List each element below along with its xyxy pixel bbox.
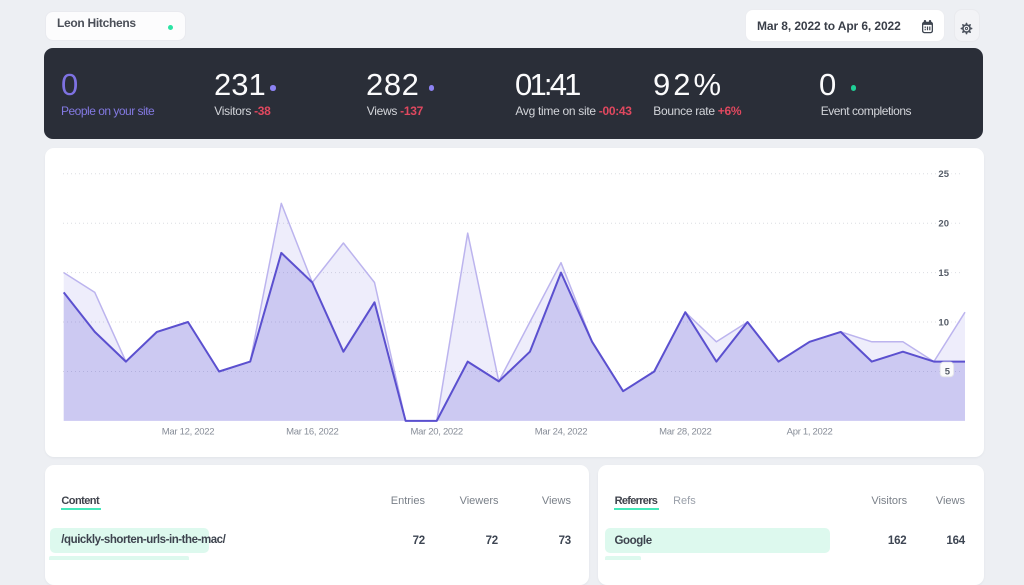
svg-text:Mar 16, 2022: Mar 16, 2022 bbox=[286, 426, 338, 437]
svg-text:Mar 24, 2022: Mar 24, 2022 bbox=[535, 426, 587, 437]
svg-text:10: 10 bbox=[938, 317, 949, 328]
svg-text:Mar 28, 2022: Mar 28, 2022 bbox=[659, 426, 711, 437]
svg-text:25: 25 bbox=[938, 169, 949, 180]
svg-text:20: 20 bbox=[938, 219, 949, 230]
svg-text:15: 15 bbox=[938, 268, 949, 279]
svg-text:Mar 20, 2022: Mar 20, 2022 bbox=[411, 426, 463, 437]
svg-text:Apr 1, 2022: Apr 1, 2022 bbox=[787, 426, 833, 437]
svg-text:5: 5 bbox=[945, 367, 951, 378]
svg-text:Mar 12, 2022: Mar 12, 2022 bbox=[162, 426, 214, 437]
